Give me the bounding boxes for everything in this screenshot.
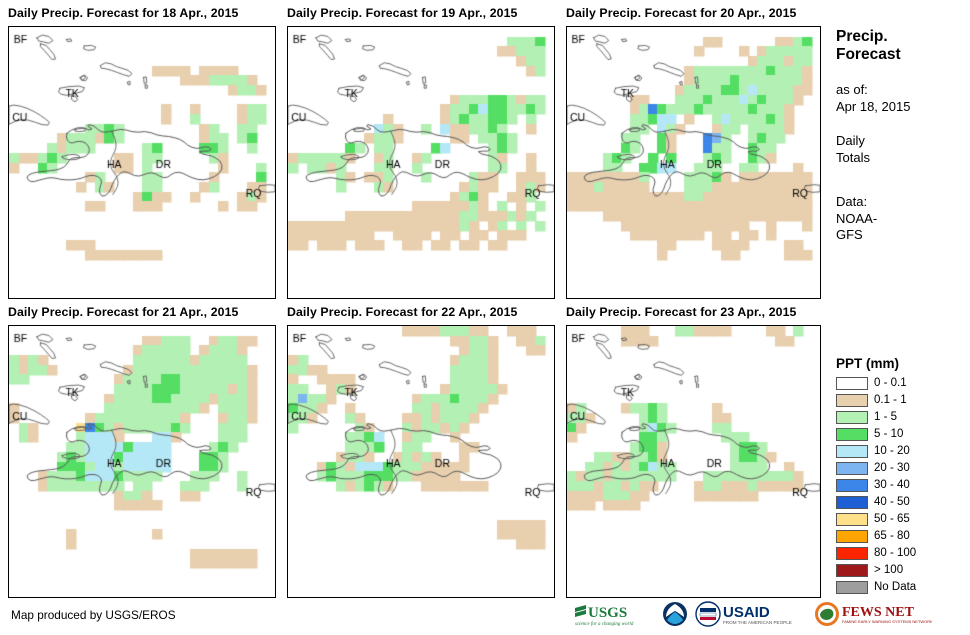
legend-label: > 100 xyxy=(874,564,904,576)
data-label: Data: xyxy=(836,194,868,209)
precip-grid-4 xyxy=(9,326,275,597)
legend-label: No Data xyxy=(874,581,917,593)
precip-grid-2 xyxy=(288,27,554,298)
legend-label: 5 - 10 xyxy=(874,428,904,440)
panel-title: Daily Precip. Forecast for 19 Apr., 2015 xyxy=(287,6,518,20)
legend-label: 1 - 5 xyxy=(874,411,898,423)
legend-item: 0.1 - 1 xyxy=(836,392,968,409)
legend-swatch xyxy=(836,564,868,577)
legend-swatch xyxy=(836,428,868,441)
svg-text:FEWS NET: FEWS NET xyxy=(842,605,915,620)
legend-item: 80 - 100 xyxy=(836,545,968,562)
panel-title: Daily Precip. Forecast for 23 Apr., 2015 xyxy=(566,305,797,319)
svg-text:USAID: USAID xyxy=(723,604,770,621)
legend-item: 20 - 30 xyxy=(836,460,968,477)
panel-title: Daily Precip. Forecast for 18 Apr., 2015 xyxy=(8,6,239,20)
legend-rows: 0 - 0.1 0.1 - 1 1 - 5 5 - 10 10 - 20 20 - 30 3… xyxy=(836,375,968,596)
legend-swatch xyxy=(836,513,868,526)
info-title-line1: Precip. xyxy=(836,28,888,45)
map-frame-2[interactable] xyxy=(287,26,555,299)
map-credit: Map produced by USGS/EROS xyxy=(11,608,176,622)
totals-line1: Daily xyxy=(836,133,865,148)
legend-item: 0 - 0.1 xyxy=(836,375,968,392)
legend-swatch xyxy=(836,496,868,509)
info-data-source: Data: NOAA- GFS xyxy=(836,194,968,244)
info-title: Precip. Forecast xyxy=(836,28,968,64)
precip-grid-5 xyxy=(288,326,554,597)
legend-swatch xyxy=(836,530,868,543)
asof-label: as of: xyxy=(836,82,868,97)
map-frame-4[interactable] xyxy=(8,325,276,598)
panel-title: Daily Precip. Forecast for 21 Apr., 2015 xyxy=(8,305,239,319)
legend-swatch xyxy=(836,462,868,475)
legend-item: 5 - 10 xyxy=(836,426,968,443)
legend-item: No Data xyxy=(836,579,968,596)
legend-item: > 100 xyxy=(836,562,968,579)
svg-text:FAMINE EARLY WARNING SYSTEMS N: FAMINE EARLY WARNING SYSTEMS NETWORK xyxy=(842,619,932,624)
usgs-logo: USGS science for a changing world xyxy=(573,600,655,628)
map-frame-3[interactable] xyxy=(566,26,821,299)
info-title-line2: Forecast xyxy=(836,46,901,63)
legend-swatch xyxy=(836,547,868,560)
fewsnet-logo: FEWS NET FAMINE EARLY WARNING SYSTEMS NE… xyxy=(814,600,932,628)
legend-label: 50 - 65 xyxy=(874,513,910,525)
legend-item: 50 - 65 xyxy=(836,511,968,528)
legend-label: 40 - 50 xyxy=(874,496,910,508)
legend-label: 20 - 30 xyxy=(874,462,910,474)
map-frame-1[interactable] xyxy=(8,26,276,299)
legend-label: 80 - 100 xyxy=(874,547,917,559)
legend-swatch xyxy=(836,394,868,407)
legend-label: 65 - 80 xyxy=(874,530,910,542)
map-frame-5[interactable] xyxy=(287,325,555,598)
legend-label: 0.1 - 1 xyxy=(874,394,907,406)
legend-label: 10 - 20 xyxy=(874,445,910,457)
svg-text:FROM THE AMERICAN PEOPLE: FROM THE AMERICAN PEOPLE xyxy=(723,620,792,625)
info-asof: as of: Apr 18, 2015 xyxy=(836,82,968,115)
legend-swatch xyxy=(836,445,868,458)
logo-row: USGS science for a changing world USAID … xyxy=(573,600,932,628)
legend: PPT (mm) 0 - 0.1 0.1 - 1 1 - 5 5 - 10 10 - 2… xyxy=(836,356,968,596)
precip-grid-6 xyxy=(567,326,820,597)
totals-line2: Totals xyxy=(836,149,870,165)
legend-label: 30 - 40 xyxy=(874,479,910,491)
legend-item: 1 - 5 xyxy=(836,409,968,426)
legend-item: 30 - 40 xyxy=(836,477,968,494)
data-line2: GFS xyxy=(836,227,863,242)
legend-swatch xyxy=(836,581,868,594)
noaa-logo xyxy=(662,600,688,628)
legend-item: 65 - 80 xyxy=(836,528,968,545)
legend-item: 40 - 50 xyxy=(836,494,968,511)
precip-grid-1 xyxy=(9,27,275,298)
legend-item: 10 - 20 xyxy=(836,443,968,460)
info-totals: Daily Totals xyxy=(836,133,968,166)
panel-title: Daily Precip. Forecast for 20 Apr., 2015 xyxy=(566,6,797,20)
legend-title: PPT (mm) xyxy=(836,356,900,371)
svg-text:science for a changing world: science for a changing world xyxy=(575,622,634,627)
legend-swatch xyxy=(836,411,868,424)
legend-swatch xyxy=(836,479,868,492)
panel-title: Daily Precip. Forecast for 22 Apr., 2015 xyxy=(287,305,518,319)
data-line1: NOAA- xyxy=(836,210,878,226)
map-frame-6[interactable] xyxy=(566,325,821,598)
legend-swatch xyxy=(836,377,868,390)
asof-date: Apr 18, 2015 xyxy=(836,98,911,114)
usaid-logo: USAID FROM THE AMERICAN PEOPLE xyxy=(695,600,807,628)
svg-text:USGS: USGS xyxy=(588,605,627,621)
precip-grid-3 xyxy=(567,27,820,298)
legend-label: 0 - 0.1 xyxy=(874,377,907,389)
info-column: Precip. Forecast as of: Apr 18, 2015 Dai… xyxy=(836,28,968,244)
